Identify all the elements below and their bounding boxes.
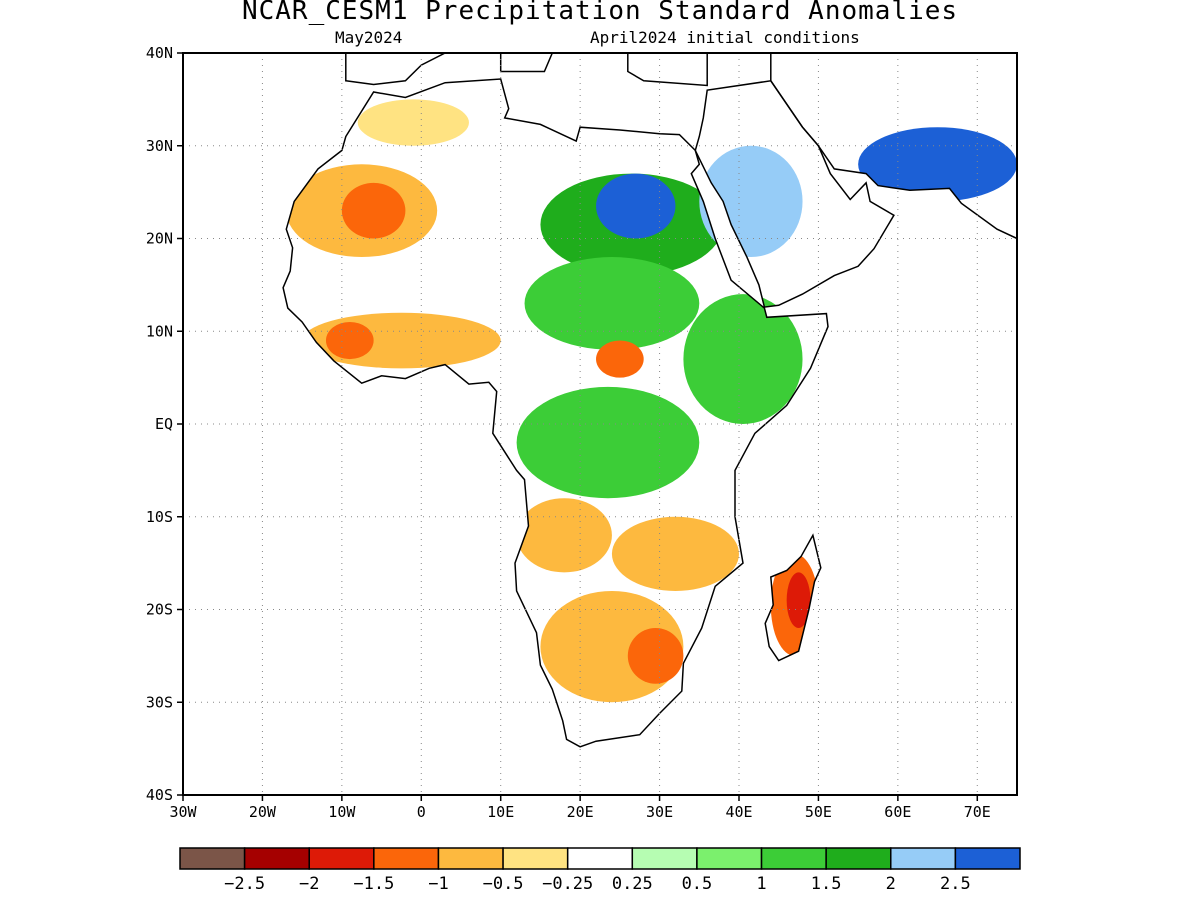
colorbar-label: 0.5 (682, 874, 713, 894)
anomaly-region-4 (325, 321, 374, 360)
coastline-1 (694, 79, 895, 308)
colorbar-swatch (243, 847, 310, 870)
colorbar-swatch (566, 847, 634, 870)
anomaly-region-8 (699, 145, 803, 258)
colorbar-label: 2 (886, 874, 896, 894)
colorbar-label: 1.5 (811, 874, 842, 894)
lon-tick-label: 30W (169, 803, 197, 821)
land-anomaly-layer (283, 53, 1017, 747)
plot-title: NCAR_CESM1 Precipitation Standard Anomal… (241, 0, 959, 26)
colorbar-label: −0.25 (542, 874, 593, 894)
anomaly-region-14 (516, 498, 612, 573)
colorbar-swatch (179, 847, 246, 870)
lon-tick-label: 10W (328, 803, 356, 821)
coastline-3 (764, 533, 822, 662)
lat-tick-label: 10N (146, 322, 173, 340)
colorbar-swatch (696, 847, 763, 870)
anomaly-region-2 (357, 99, 469, 146)
lat-tick-label: EQ (155, 415, 173, 433)
colorbar-swatch (502, 847, 569, 870)
coastline-0 (282, 78, 829, 748)
lat-tick-label: 40S (146, 786, 173, 804)
colorbar-label: −1 (428, 874, 448, 894)
anomaly-fields (286, 99, 1017, 703)
colorbar-swatch (954, 847, 1021, 870)
lat-tick-label: 30N (146, 137, 173, 155)
lon-tick-label: 40E (725, 803, 752, 821)
anomaly-region-19 (786, 572, 811, 629)
anomaly-region-13 (858, 127, 1017, 202)
colorbar-label: −0.5 (483, 874, 524, 894)
anomaly-region-9 (524, 257, 700, 350)
colorbar-swatch (373, 847, 440, 870)
anomaly-region-17 (627, 628, 684, 684)
anomaly-region-7 (596, 173, 676, 239)
colorbar-label: 1 (756, 874, 766, 894)
lon-tick-label: 30E (646, 803, 673, 821)
colorbar-label: −2.5 (224, 874, 265, 894)
lat-tick-label: 40N (146, 44, 173, 62)
lon-tick-label: 20E (567, 803, 594, 821)
graticule (183, 53, 1017, 795)
colorbar-label: 2.5 (940, 874, 971, 894)
colorbar-swatch (437, 847, 504, 870)
coastline-4 (345, 53, 708, 87)
colorbar-label: −1.5 (353, 874, 394, 894)
valid-period-label: May2024 (335, 28, 403, 47)
anomaly-region-15 (611, 516, 739, 591)
colorbar-swatch (890, 847, 957, 870)
lat-tick-label: 30S (146, 693, 173, 711)
anomaly-region-1 (341, 182, 406, 239)
colorbar-swatch (760, 847, 827, 870)
lat-tick-label: 20N (146, 230, 173, 248)
lon-tick-label: 60E (884, 803, 911, 821)
coastline-layer (282, 53, 1017, 748)
colorbar-swatch (825, 847, 892, 870)
coastline-2 (770, 53, 1017, 240)
anomaly-region-11 (683, 294, 803, 425)
anomaly-region-10 (596, 340, 644, 378)
lon-tick-label: 0 (417, 803, 426, 821)
lon-tick-label: 20W (249, 803, 277, 821)
land-polygon-4 (345, 53, 708, 86)
lon-tick-label: 50E (805, 803, 832, 821)
lon-tick-label: 10E (487, 803, 514, 821)
colorbar: −2.5 −2 −1.5 −1 −0.5 −0.25 0.25 0.5 1 1.5 2 2.5 (179, 847, 1021, 894)
colorbar-swatch (308, 847, 375, 870)
colorbar-swatch (631, 847, 698, 870)
colorbar-label: −2 (299, 874, 319, 894)
init-conditions-label: April2024 initial conditions (590, 28, 860, 47)
colorbar-label: 0.25 (612, 874, 653, 894)
lat-tick-label: 10S (146, 508, 173, 526)
anomaly-region-12 (516, 386, 700, 499)
lon-tick-label: 70E (964, 803, 991, 821)
lat-tick-label: 20S (146, 601, 173, 619)
